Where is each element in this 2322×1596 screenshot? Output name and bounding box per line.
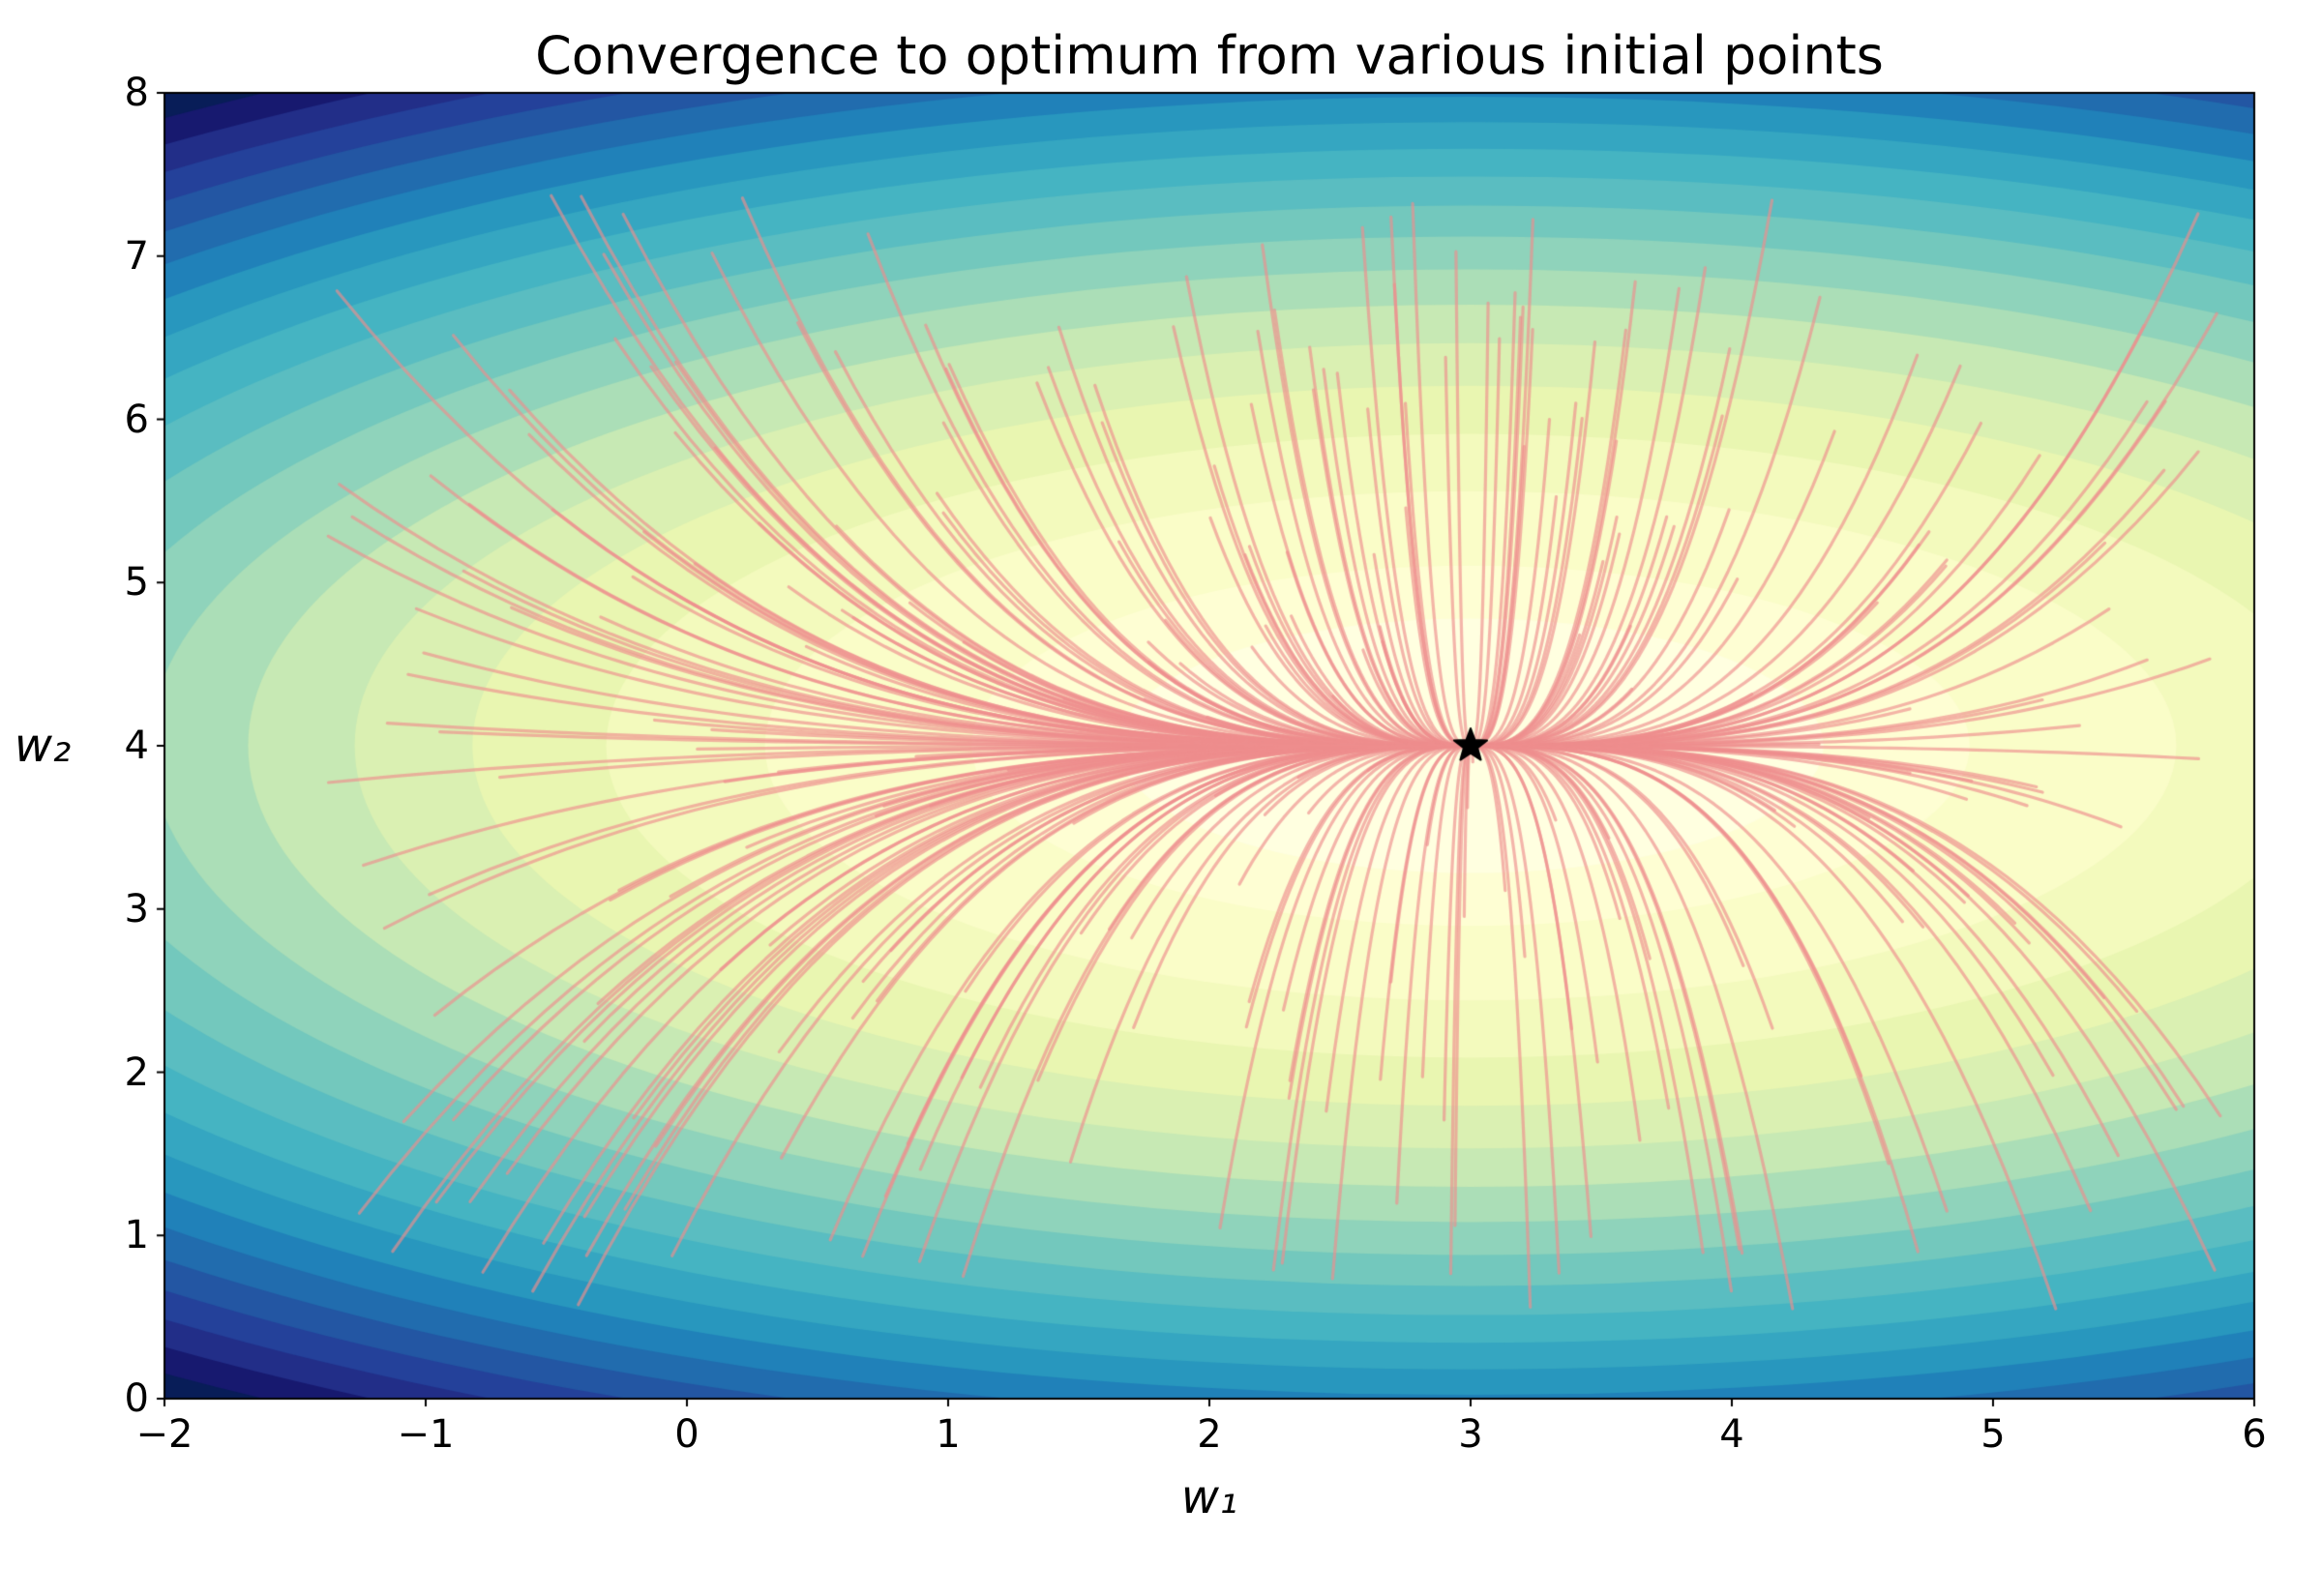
y-axis-label: w₂ bbox=[15, 719, 72, 773]
y-tick-label: 1 bbox=[125, 1213, 149, 1257]
y-tick-label: 2 bbox=[125, 1050, 149, 1095]
x-tick-label: 2 bbox=[1197, 1412, 1221, 1457]
x-tick-label: 3 bbox=[1458, 1412, 1482, 1457]
chart-title: Convergence to optimum from various init… bbox=[164, 25, 2254, 86]
y-tick-label: 7 bbox=[125, 234, 149, 279]
y-tick-label: 3 bbox=[125, 887, 149, 931]
y-tick-label: 5 bbox=[125, 560, 149, 605]
x-tick-label: 6 bbox=[2242, 1412, 2266, 1457]
x-tick-label: 0 bbox=[674, 1412, 699, 1457]
x-tick-label: 1 bbox=[936, 1412, 960, 1457]
plot-canvas bbox=[0, 0, 2322, 1596]
y-tick-label: 6 bbox=[125, 398, 149, 442]
x-tick-label: 5 bbox=[1980, 1412, 2005, 1457]
x-tick-label: 4 bbox=[1719, 1412, 1743, 1457]
y-tick-label: 0 bbox=[125, 1376, 149, 1421]
x-tick-label: −1 bbox=[398, 1412, 455, 1457]
figure: Convergence to optimum from various init… bbox=[0, 0, 2322, 1596]
x-axis-label: w₁ bbox=[1181, 1470, 1238, 1524]
y-tick-label: 4 bbox=[125, 724, 149, 768]
y-tick-label: 8 bbox=[125, 71, 149, 115]
